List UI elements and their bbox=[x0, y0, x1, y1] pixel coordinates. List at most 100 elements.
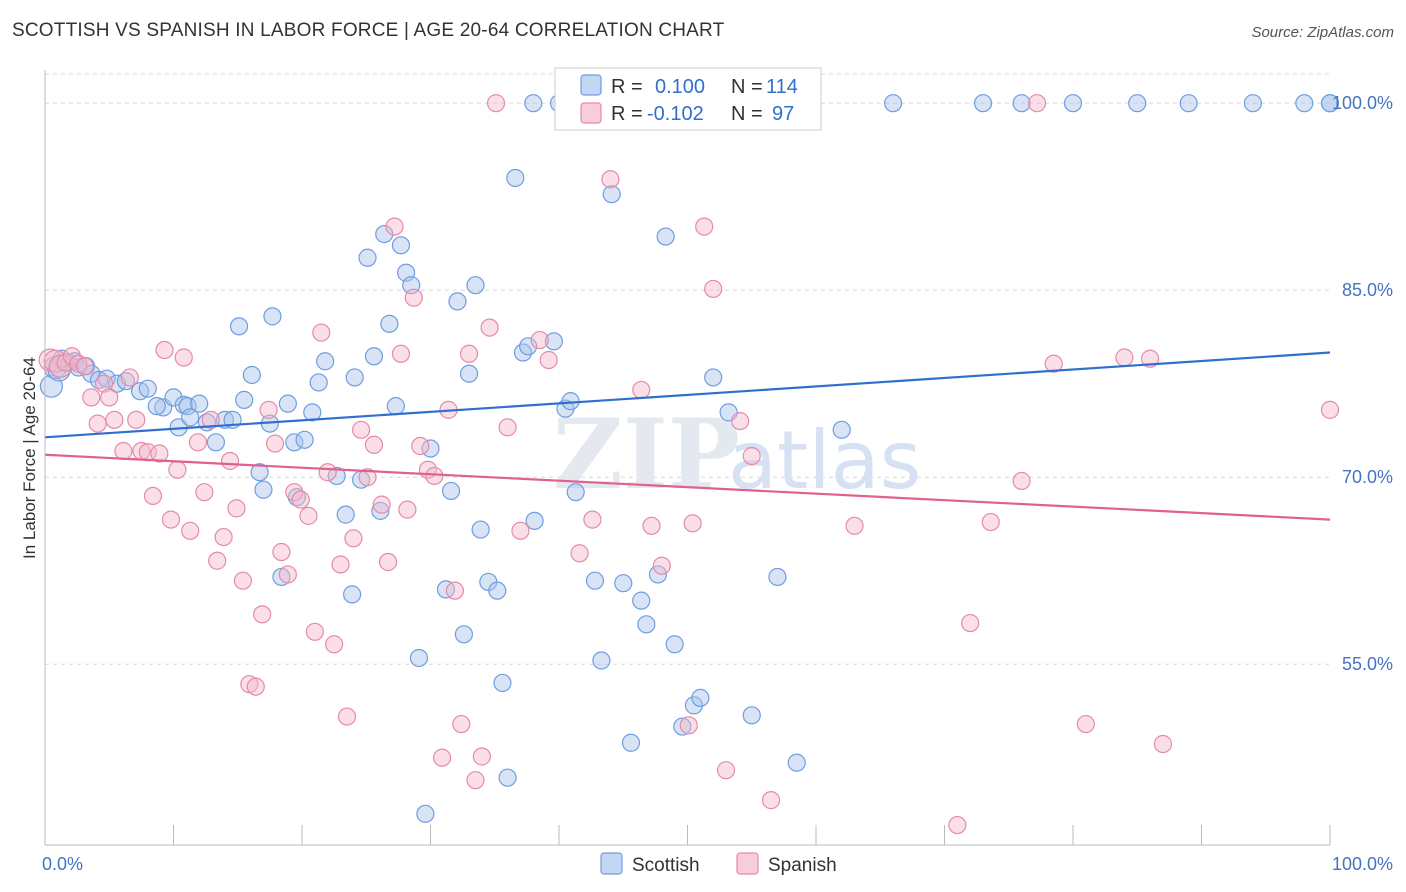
scottish-point bbox=[242, 365, 261, 385]
spanish-point bbox=[168, 460, 187, 479]
spanish-point bbox=[632, 380, 651, 400]
spanish-point bbox=[265, 434, 285, 453]
scottish-point bbox=[742, 706, 761, 725]
bottom-legend: Scottish Spanish bbox=[600, 852, 837, 876]
spanish-point bbox=[425, 466, 444, 486]
scottish-point bbox=[1012, 94, 1031, 113]
scottish-point bbox=[250, 463, 269, 482]
scottish-point bbox=[386, 397, 405, 416]
scottish-point bbox=[336, 505, 355, 524]
scottish-point bbox=[544, 332, 563, 351]
scottish-point bbox=[684, 696, 704, 715]
spanish-point bbox=[652, 556, 671, 575]
scottish-point bbox=[519, 337, 538, 356]
source-label: Source: ZipAtlas.com bbox=[1251, 24, 1394, 41]
spanish-point bbox=[75, 357, 94, 376]
scottish-point bbox=[592, 651, 611, 670]
spanish-point bbox=[150, 444, 169, 463]
scottish-point bbox=[602, 185, 621, 204]
spanish-point bbox=[1027, 94, 1047, 113]
spanish-point bbox=[95, 374, 114, 393]
scottish-point bbox=[1320, 94, 1340, 113]
scottish-point bbox=[190, 394, 209, 413]
scottish-point bbox=[614, 574, 633, 593]
y-tick-label: 100.0% bbox=[1332, 93, 1393, 113]
scottish-point bbox=[178, 397, 197, 416]
scottish-point bbox=[768, 567, 787, 587]
scottish-point bbox=[391, 236, 411, 255]
spanish-point bbox=[486, 94, 506, 113]
scottish-point bbox=[1295, 94, 1314, 113]
scottish-point bbox=[416, 804, 435, 823]
spanish-point bbox=[466, 771, 485, 790]
scottish-point bbox=[278, 394, 297, 413]
spanish-point bbox=[1320, 400, 1340, 419]
spanish-point bbox=[337, 707, 357, 726]
scottish-point bbox=[380, 314, 399, 333]
legend-n-value-scottish: 114 bbox=[766, 76, 798, 98]
scottish-point bbox=[525, 511, 544, 530]
spanish-point bbox=[285, 483, 304, 502]
scottish-point bbox=[498, 768, 517, 787]
scottish-point bbox=[316, 352, 335, 371]
top-legend: R = 0.100 N = 114 R = -0.102 N = 97 bbox=[554, 67, 822, 131]
spanish-point bbox=[214, 527, 233, 547]
legend-swatch-spanish bbox=[580, 102, 602, 124]
spanish-point bbox=[539, 350, 558, 370]
scottish-point bbox=[295, 430, 314, 449]
trend-layer bbox=[44, 351, 1331, 521]
scottish-point bbox=[364, 347, 384, 366]
spanish-point bbox=[291, 490, 310, 509]
spanish-point bbox=[452, 714, 471, 734]
spanish-point bbox=[1044, 354, 1063, 373]
scottish-point bbox=[343, 585, 362, 604]
legend-r-value-spanish: -0.102 bbox=[647, 103, 704, 125]
spanish-point bbox=[188, 433, 208, 452]
spanish-point bbox=[120, 368, 139, 387]
x-tick-label-min: 0.0% bbox=[42, 854, 83, 874]
scottish-point bbox=[632, 591, 651, 610]
spanish-point bbox=[358, 468, 377, 487]
spanish-point bbox=[1140, 349, 1160, 368]
legend-r-label-spanish: R = bbox=[611, 103, 643, 125]
points-layer bbox=[38, 94, 1340, 835]
spanish-point bbox=[761, 791, 781, 810]
scottish-point bbox=[459, 364, 479, 383]
scottish-point bbox=[506, 168, 525, 188]
legend-n-value-spanish: 97 bbox=[772, 103, 794, 125]
spanish-point bbox=[642, 516, 661, 535]
scottish-point bbox=[164, 388, 183, 407]
spanish-point bbox=[181, 521, 200, 540]
legend-r-value-scottish: 0.100 bbox=[655, 76, 705, 98]
spanish-point bbox=[331, 555, 350, 574]
spanish-point bbox=[704, 279, 723, 299]
spanish-point bbox=[372, 495, 391, 514]
scottish-point bbox=[488, 581, 507, 600]
spanish-point bbox=[398, 500, 417, 519]
scottish-point bbox=[229, 317, 249, 336]
chart-title: SCOTTISH VS SPANISH IN LABOR FORCE | AGE… bbox=[12, 20, 725, 41]
scottish-point bbox=[621, 733, 641, 752]
spanish-trend-line bbox=[44, 453, 1331, 521]
spanish-point bbox=[299, 506, 318, 525]
spanish-point bbox=[325, 635, 344, 654]
spanish-point bbox=[679, 716, 698, 735]
spanish-point bbox=[445, 581, 465, 600]
spanish-point bbox=[278, 565, 297, 584]
spanish-point bbox=[378, 552, 398, 572]
spanish-point bbox=[174, 348, 193, 367]
spanish-point bbox=[364, 435, 384, 454]
spanish-point bbox=[404, 288, 423, 307]
scottish-point bbox=[648, 565, 668, 584]
spanish-point bbox=[318, 463, 337, 482]
spanish-point bbox=[127, 410, 146, 429]
scottish-point bbox=[327, 466, 346, 486]
scottish-point bbox=[371, 501, 390, 520]
scottish-point bbox=[448, 292, 467, 311]
scottish-point bbox=[409, 648, 429, 668]
scottish-point bbox=[97, 369, 116, 388]
scottish-point bbox=[466, 276, 485, 295]
x-tick-label-max: 100.0% bbox=[1332, 854, 1393, 874]
scottish-point bbox=[254, 480, 273, 499]
scottish-point bbox=[147, 397, 166, 416]
